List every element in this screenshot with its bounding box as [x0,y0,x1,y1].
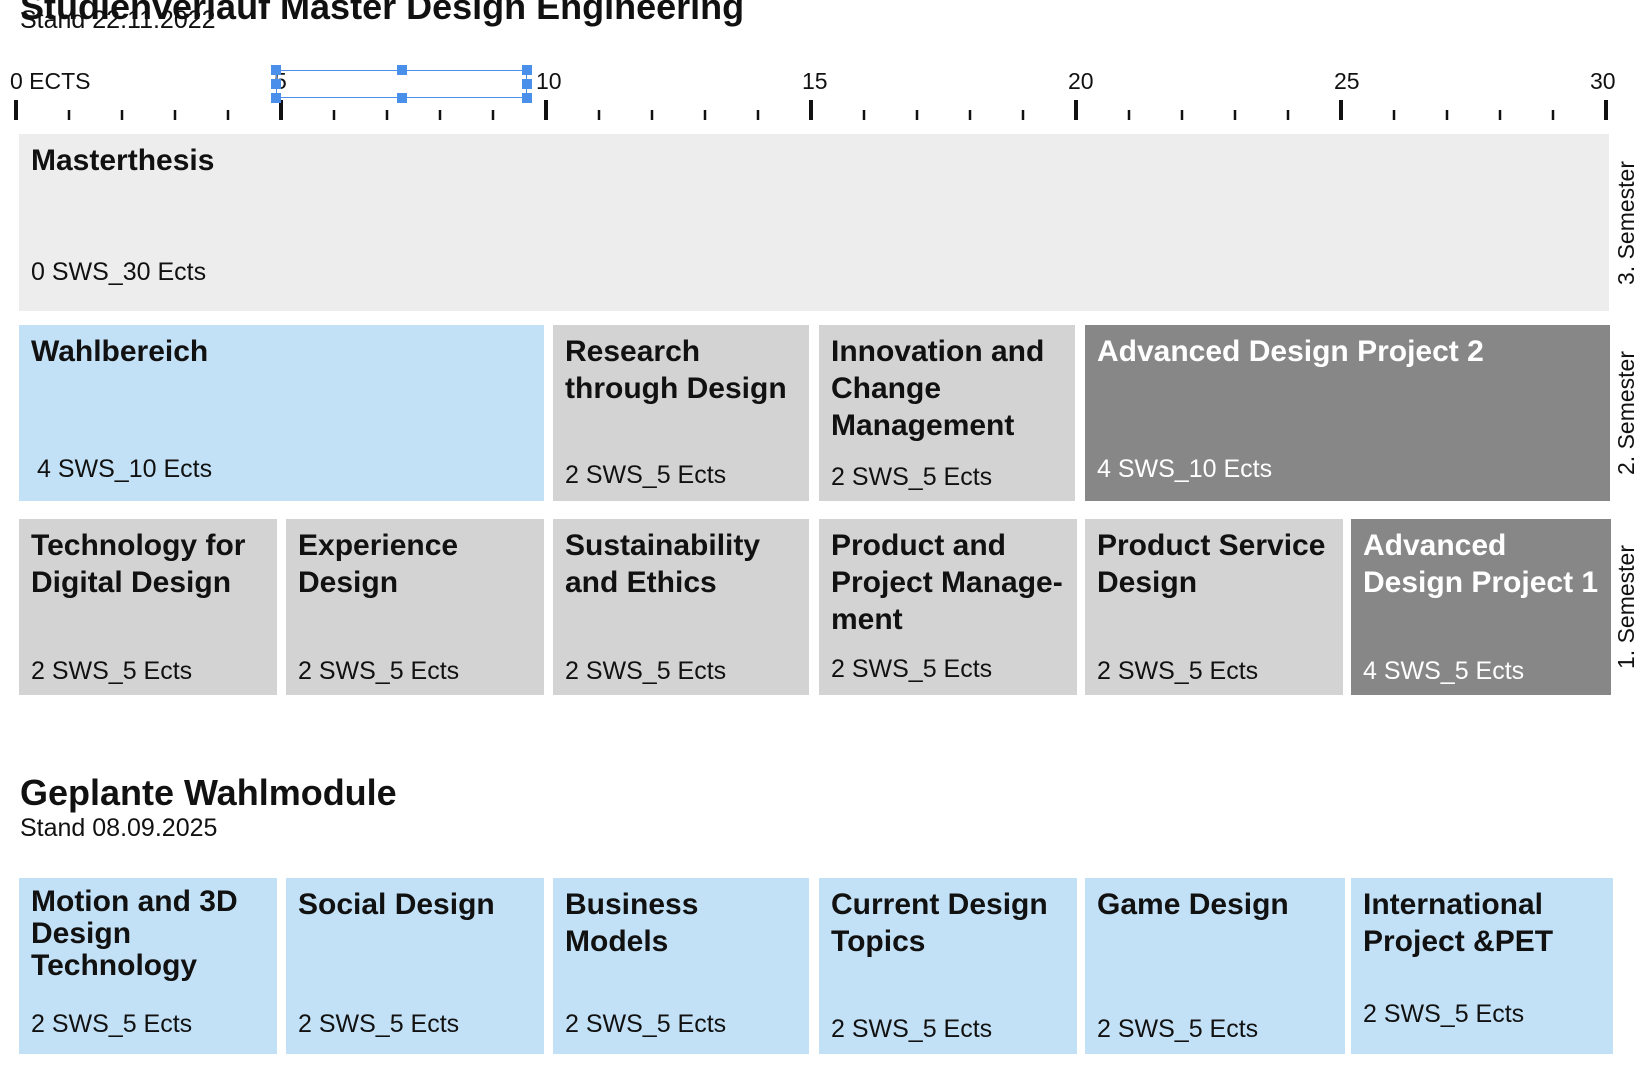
module-name: Advanced Design Project 1 [1363,529,1599,599]
module-business-models[interactable]: Business Models 2 SWS_5 Ects [553,878,809,1054]
module-ects: 4 SWS_10 Ects [1097,455,1273,483]
module-ects: 4 SWS_5 Ects [1363,657,1525,685]
module-masterthesis[interactable]: Masterthesis 0 SWS_30 Ects [19,134,1609,311]
stand-date: Stand 22.11.2022 [20,6,216,34]
module-name: Sustainability and Ethics [565,529,761,599]
selection-handle[interactable] [522,93,532,103]
scale-label-15: 15 [802,68,828,94]
selection-handle[interactable] [271,93,281,103]
module-ects: 2 SWS_5 Ects [831,655,993,683]
module-research-through-design[interactable]: Research through Design 2 SWS_5 Ects [553,325,809,501]
scale-label-10: 10 [536,68,562,94]
module-international-project[interactable]: International Project &PET 2 SWS_5 Ects [1351,878,1613,1054]
selection-handle[interactable] [522,79,532,89]
module-name: Business Models [565,888,699,958]
scale-label-30: 30 [1590,68,1616,94]
module-motion-3d[interactable]: Motion and 3D Design Technology 2 SWS_5 … [19,878,277,1054]
ects-scale [14,100,1608,120]
module-ects: 2 SWS_5 Ects [1097,1015,1259,1043]
module-ects: 2 SWS_5 Ects [298,1010,460,1038]
module-technology-digital-design[interactable]: Technology for Digital Design 2 SWS_5 Ec… [19,519,277,695]
selection-handle[interactable] [271,79,281,89]
module-ects: 4 SWS_10 Ects [37,455,213,483]
module-product-project-management[interactable]: Product and Project Manage-ment 2 SWS_5 … [819,519,1077,695]
selection-handle[interactable] [397,93,407,103]
module-ects: 2 SWS_5 Ects [565,461,727,489]
module-ects: 2 SWS_5 Ects [831,463,993,491]
module-ects: 2 SWS_5 Ects [1097,657,1259,685]
scale-label-25: 25 [1334,68,1360,94]
module-advanced-design-project-1[interactable]: Advanced Design Project 1 4 SWS_5 Ects [1351,519,1611,695]
module-name: Motion and 3D Design Technology [31,885,238,982]
module-name: Wahlbereich [31,335,209,368]
module-advanced-design-project-2[interactable]: Advanced Design Project 2 4 SWS_10 Ects [1085,325,1610,501]
module-name: Current Design Topics [831,888,1048,958]
module-game-design[interactable]: Game Design 2 SWS_5 Ects [1085,878,1345,1054]
module-ects: 2 SWS_5 Ects [31,657,193,685]
section-title: Geplante Wahlmodule [20,772,397,813]
module-name: Product Service Design [1097,529,1326,599]
module-ects: 2 SWS_5 Ects [831,1015,993,1043]
selection-handle[interactable] [397,65,407,75]
module-ects: 2 SWS_5 Ects [1363,1000,1525,1028]
module-name: Social Design [298,888,495,921]
module-ects: 2 SWS_5 Ects [565,1010,727,1038]
module-innovation-change[interactable]: Innovation and Change Management 2 SWS_5… [819,325,1075,501]
module-name: Experience Design [298,529,459,599]
scale-label-0: 0 ECTS [10,68,91,94]
module-name: Innovation and Change Management [831,335,1045,442]
module-wahlbereich[interactable]: Wahlbereich 4 SWS_10 Ects [19,325,544,501]
module-ects: 2 SWS_5 Ects [31,1010,193,1038]
scale-label-20: 20 [1068,68,1094,94]
module-product-service-design[interactable]: Product Service Design 2 SWS_5 Ects [1085,519,1343,695]
module-name: Technology for Digital Design [31,529,246,599]
module-name: International Project &PET [1363,888,1554,958]
module-current-design-topics[interactable]: Current Design Topics 2 SWS_5 Ects [819,878,1077,1054]
module-name: Research through Design [565,335,787,405]
module-name: Game Design [1097,888,1289,921]
module-name: Product and Project Manage-ment [831,529,1063,636]
semester-1-label: 1. Semester [1612,545,1639,669]
module-ects: 2 SWS_5 Ects [565,657,727,685]
selection-handle[interactable] [271,65,281,75]
module-ects: 0 SWS_30 Ects [31,258,207,286]
module-social-design[interactable]: Social Design 2 SWS_5 Ects [286,878,544,1054]
module-sustainability-ethics[interactable]: Sustainability and Ethics 2 SWS_5 Ects [553,519,809,695]
semester-2-label: 2. Semester [1612,351,1639,475]
stand-date: Stand 08.09.2025 [20,814,218,842]
page-title: Studienverlauf Master Design Engineering [20,0,745,27]
selection-handle[interactable] [522,65,532,75]
module-experience-design[interactable]: Experience Design 2 SWS_5 Ects [286,519,544,695]
semester-3-label: 3. Semester [1612,160,1639,285]
module-name: Masterthesis [31,144,215,177]
module-ects: 2 SWS_5 Ects [298,657,460,685]
module-name: Advanced Design Project 2 [1097,335,1484,368]
